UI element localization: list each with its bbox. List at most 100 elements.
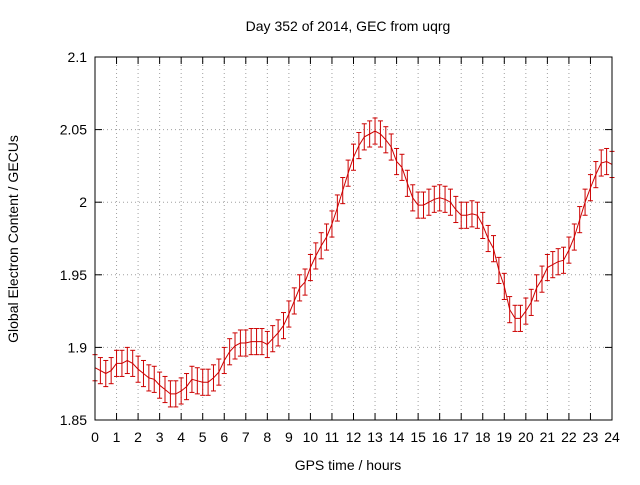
data-point xyxy=(604,147,610,176)
x-tick-label: 18 xyxy=(475,429,491,445)
x-tick-label: 16 xyxy=(432,429,448,445)
data-point xyxy=(227,338,233,366)
data-point xyxy=(140,359,146,388)
data-point xyxy=(534,274,540,302)
data-point xyxy=(512,304,518,332)
x-tick-label: 0 xyxy=(91,429,99,445)
data-point xyxy=(334,194,340,222)
data-point xyxy=(259,328,265,356)
x-tick-label: 22 xyxy=(561,429,577,445)
data-point xyxy=(254,328,260,356)
data-point xyxy=(593,161,599,189)
x-tick-label: 20 xyxy=(518,429,534,445)
data-point xyxy=(205,368,211,396)
data-point xyxy=(598,149,604,177)
data-point xyxy=(539,265,545,293)
data-point xyxy=(162,375,168,404)
data-point xyxy=(571,223,577,251)
data-point xyxy=(388,133,394,161)
data-point xyxy=(517,304,523,332)
x-tick-label: 19 xyxy=(497,429,513,445)
data-point xyxy=(431,185,437,213)
data-point xyxy=(437,184,443,212)
x-tick-label: 13 xyxy=(367,429,383,445)
data-point xyxy=(582,188,588,216)
data-point xyxy=(157,371,163,399)
data-point xyxy=(464,201,470,229)
x-tick-label: 9 xyxy=(285,429,293,445)
data-point xyxy=(243,329,249,357)
label-layer: Day 352 of 2014, GEC from uqrg GPS time … xyxy=(5,18,450,473)
x-tick-label: 8 xyxy=(263,429,271,445)
y-tick-label: 1.85 xyxy=(60,412,87,428)
chart-title: Day 352 of 2014, GEC from uqrg xyxy=(246,18,451,34)
data-point xyxy=(410,184,416,212)
x-tick-label: 5 xyxy=(199,429,207,445)
data-point xyxy=(507,296,513,324)
data-point xyxy=(232,332,238,360)
data-point xyxy=(351,143,356,171)
data-point xyxy=(587,174,593,202)
data-point xyxy=(146,364,152,392)
data-point xyxy=(345,159,351,187)
x-tick-label: 15 xyxy=(410,429,426,445)
data-point xyxy=(297,274,303,302)
data-point xyxy=(550,251,556,279)
y-tick-label: 1.9 xyxy=(68,339,88,355)
y-tick-label: 1.95 xyxy=(60,267,87,283)
data-point xyxy=(474,201,480,229)
data-point xyxy=(216,358,222,386)
data-point xyxy=(275,319,281,347)
x-tick-label: 6 xyxy=(220,429,228,445)
x-tick-label: 14 xyxy=(389,429,405,445)
data-point xyxy=(103,359,109,388)
data-point xyxy=(221,346,227,375)
data-point xyxy=(447,188,453,216)
data-point xyxy=(555,248,561,276)
data-point xyxy=(313,242,319,270)
data-point xyxy=(469,200,475,228)
data-point xyxy=(442,185,448,213)
x-tick-label: 11 xyxy=(325,429,340,445)
data-point xyxy=(194,367,200,395)
series-layer xyxy=(92,117,615,408)
data-point xyxy=(577,206,583,234)
y-tick-label: 2.05 xyxy=(60,122,87,138)
data-point xyxy=(286,300,292,328)
data-point xyxy=(372,117,378,145)
y-axis-label: Global Electron Content / GECUs xyxy=(5,135,21,343)
data-point xyxy=(426,188,432,216)
data-point xyxy=(119,349,125,377)
data-point xyxy=(124,346,130,375)
data-point xyxy=(318,232,324,260)
data-point xyxy=(458,201,464,229)
data-point xyxy=(523,297,529,325)
data-point xyxy=(404,169,410,197)
data-point xyxy=(367,120,373,148)
x-tick-label: 4 xyxy=(177,429,185,445)
data-point xyxy=(394,147,400,176)
data-point xyxy=(280,312,286,340)
data-point xyxy=(491,235,497,263)
data-point xyxy=(248,328,254,356)
data-point xyxy=(184,373,190,401)
data-point xyxy=(361,123,367,151)
tick-layer: 0 1 2 3 4 5 6 7 8 9 10 11 12 13 14 15 16 17 18 19 20 21 22 23 24… xyxy=(60,49,620,445)
data-point xyxy=(377,120,383,148)
data-point xyxy=(178,377,184,405)
data-point xyxy=(496,256,502,285)
data-point xyxy=(189,365,195,393)
x-tick-label: 7 xyxy=(242,429,250,445)
y-tick-label: 2.1 xyxy=(68,49,88,65)
data-point xyxy=(453,195,459,224)
x-tick-label: 21 xyxy=(540,429,556,445)
x-tick-label: 1 xyxy=(113,429,121,445)
x-axis-label: GPS time / hours xyxy=(295,457,402,473)
data-point xyxy=(383,126,389,154)
data-point xyxy=(561,246,567,274)
x-tick-label: 2 xyxy=(134,429,142,445)
data-point xyxy=(114,349,120,377)
data-point xyxy=(329,210,335,238)
